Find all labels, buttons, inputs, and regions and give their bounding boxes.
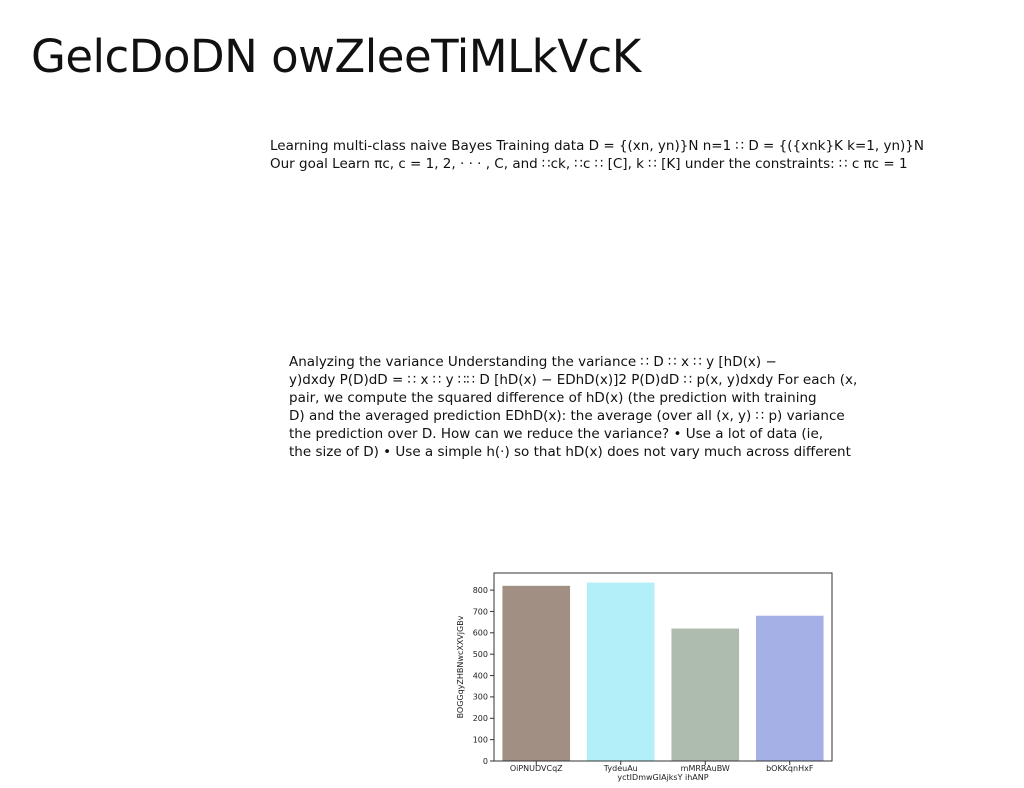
y-tick-label: 700 <box>473 607 488 616</box>
text-line: Analyzing the variance Understanding the… <box>289 354 777 370</box>
text-block-naive-bayes: Learning multi-class naive Bayes Trainin… <box>270 137 924 173</box>
y-tick-label: 0 <box>483 757 488 766</box>
y-tick-label: 800 <box>473 586 488 595</box>
y-tick-label: 100 <box>473 735 488 744</box>
text-line: pair, we compute the squared difference … <box>289 390 817 406</box>
y-tick-label: 200 <box>473 714 488 723</box>
text-line: the prediction over D. How can we reduce… <box>289 426 824 442</box>
bar-chart-svg: 0 100 200 300 400 500 600 700 800 OiPNUDVCqZ Tydeu… <box>456 572 833 782</box>
x-tick-label: TydeuAu <box>603 764 638 773</box>
x-tick-label: bOKKqnHxF <box>766 764 814 773</box>
x-tick-label: OiPNUDVCqZ <box>510 764 563 773</box>
x-axis-label: yctIDmwGIAjksY ihANP <box>617 773 708 782</box>
bar <box>586 582 655 761</box>
text-line: the size of D) • Use a simple h(·) so th… <box>289 444 851 460</box>
bar <box>502 585 571 761</box>
y-axis-label: BOGGqyZHBNwcXXVjGBv <box>456 615 465 718</box>
y-tick-label: 600 <box>473 629 488 638</box>
y-tick-label: 400 <box>473 671 488 680</box>
text-line: D) and the averaged prediction EDhD(x): … <box>289 408 845 424</box>
bar <box>671 628 740 761</box>
text-line: Learning multi-class naive Bayes Trainin… <box>270 138 924 154</box>
bar <box>755 615 824 761</box>
y-tick-label: 500 <box>473 650 488 659</box>
bar-chart: 0 100 200 300 400 500 600 700 800 OiPNUDVCqZ Tydeu… <box>448 566 840 788</box>
x-tick-label: mMRRAuBW <box>681 764 730 773</box>
plot-frame <box>493 572 833 762</box>
text-block-variance: Analyzing the variance Understanding the… <box>289 353 857 461</box>
text-line: Our goal Learn πc, c = 1, 2, · · · , C, … <box>270 156 908 172</box>
y-tick-label: 300 <box>473 693 488 702</box>
text-line: y)dxdy P(D)dD = ∷ x ∷ y ∷∷ D [hD(x) − ED… <box>289 372 858 388</box>
slide-title: GelcDoDN owZleeTiMLkVcK <box>31 30 641 83</box>
